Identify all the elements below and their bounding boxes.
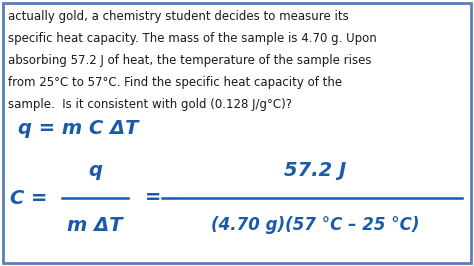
Text: absorbing 57.2 J of heat, the temperature of the sample rises: absorbing 57.2 J of heat, the temperatur…	[8, 54, 372, 67]
Text: sample.  Is it consistent with gold (0.128 J/g°C)?: sample. Is it consistent with gold (0.12…	[8, 98, 292, 111]
Text: from 25°C to 57°C. Find the specific heat capacity of the: from 25°C to 57°C. Find the specific hea…	[8, 76, 342, 89]
Text: specific heat capacity. The mass of the sample is 4.70 g. Upon: specific heat capacity. The mass of the …	[8, 32, 377, 45]
Text: q: q	[88, 161, 102, 180]
Text: q = m C ΔT: q = m C ΔT	[18, 118, 138, 138]
Text: (4.70 g)(57 °C – 25 °C): (4.70 g)(57 °C – 25 °C)	[211, 216, 419, 234]
Text: C =: C =	[10, 189, 47, 207]
Text: actually gold, a chemistry student decides to measure its: actually gold, a chemistry student decid…	[8, 10, 349, 23]
Text: 57.2 J: 57.2 J	[284, 161, 346, 180]
Text: m ΔT: m ΔT	[67, 216, 123, 235]
Text: =: =	[145, 189, 161, 207]
